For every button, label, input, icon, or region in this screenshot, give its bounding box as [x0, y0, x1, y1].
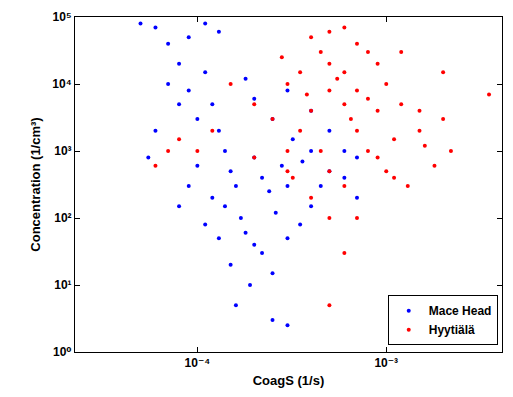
svg-text:10⁻⁴: 10⁻⁴: [185, 356, 211, 370]
svg-text:10⁵: 10⁵: [53, 10, 72, 24]
svg-text:Concentration (1/cm³): Concentration (1/cm³): [28, 117, 43, 251]
svg-text:10²: 10²: [54, 211, 71, 225]
svg-text:10⁰: 10⁰: [53, 345, 72, 359]
svg-text:Mace Head: Mace Head: [429, 304, 492, 318]
svg-text:CoagS (1/s): CoagS (1/s): [253, 373, 325, 388]
svg-text:Hyytiälä: Hyytiälä: [429, 323, 475, 337]
svg-text:10³: 10³: [54, 144, 71, 158]
svg-text:10⁻³: 10⁻³: [374, 356, 398, 370]
svg-text:10¹: 10¹: [54, 278, 71, 292]
svg-text:10⁴: 10⁴: [52, 77, 71, 91]
